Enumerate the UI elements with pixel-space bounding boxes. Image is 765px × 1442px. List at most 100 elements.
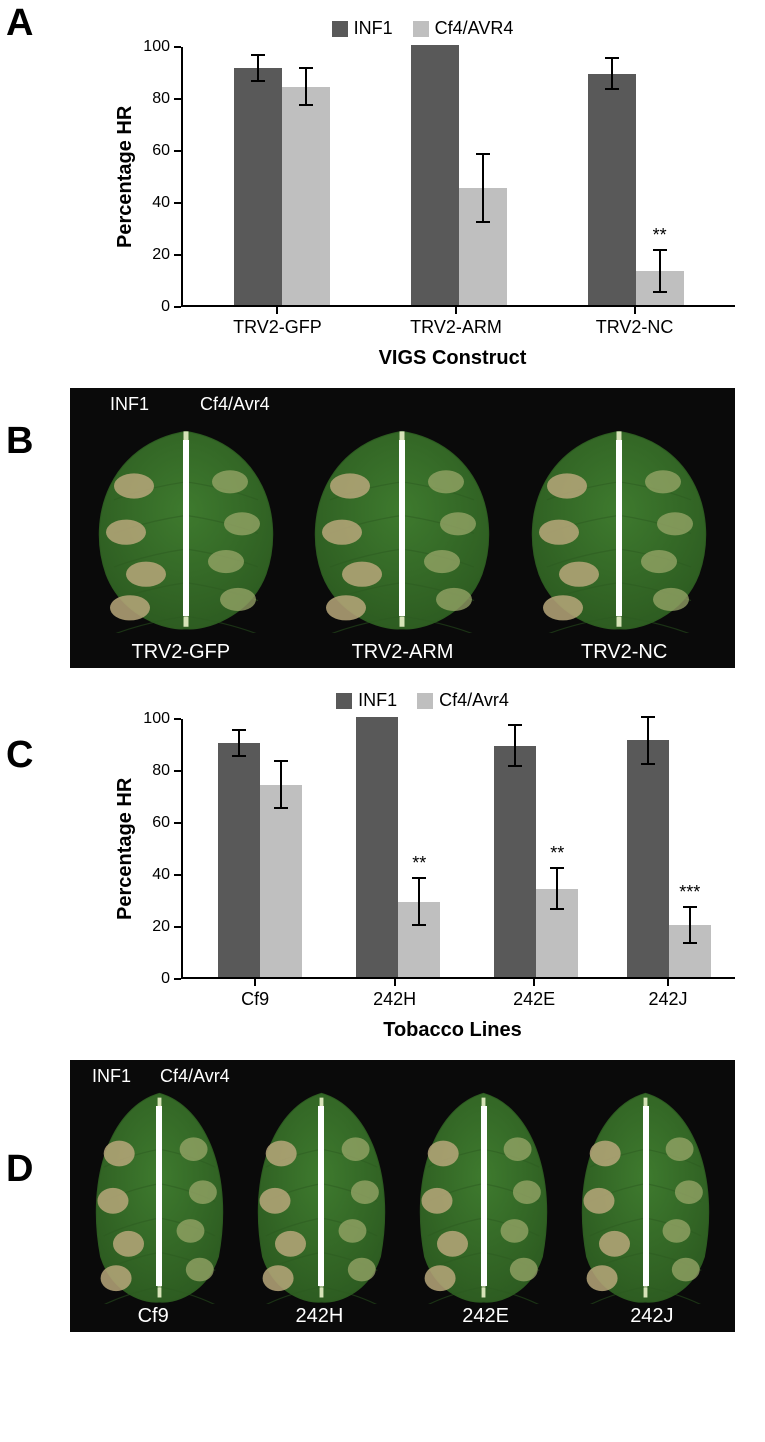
- legend-item: INF1: [336, 690, 397, 711]
- photo-bottom-label: 242H: [295, 1305, 343, 1328]
- error-bar: [257, 55, 259, 81]
- legend-text: INF1: [358, 690, 397, 711]
- leaf-midline: [616, 440, 622, 616]
- y-tick: 100: [143, 38, 181, 56]
- photo-bottom-label: 242E: [462, 1305, 509, 1328]
- x-tick-mark: [394, 979, 396, 986]
- bar: [260, 785, 302, 977]
- y-tick: 80: [152, 762, 181, 780]
- y-axis: 020406080100: [137, 47, 181, 307]
- y-tick: 60: [152, 814, 181, 832]
- legend-swatch-2: [413, 21, 429, 37]
- error-cap: [299, 104, 313, 106]
- panel-c-legend: INF1 Cf4/Avr4: [110, 690, 735, 711]
- error-bar: [238, 730, 240, 756]
- error-cap: [641, 763, 655, 765]
- bar: [282, 87, 330, 305]
- error-cap: [550, 908, 564, 910]
- x-tick-label: Cf9: [241, 989, 269, 1010]
- error-bar: [514, 725, 516, 767]
- bar: [218, 743, 260, 977]
- error-bar: [418, 878, 420, 925]
- error-cap: [412, 877, 426, 879]
- error-bar: [482, 154, 484, 222]
- x-tick-mark: [455, 307, 457, 314]
- bar-group: [218, 743, 302, 977]
- y-tick: 20: [152, 246, 181, 264]
- error-cap: [274, 807, 288, 809]
- x-tick-label: TRV2-ARM: [410, 317, 502, 338]
- legend-item: INF1: [332, 18, 393, 39]
- photo-bottom-label: Cf9: [138, 1305, 169, 1328]
- photo-bottom-label: 242J: [630, 1305, 673, 1328]
- error-cap: [232, 755, 246, 757]
- error-bar: [611, 58, 613, 89]
- bar: **: [636, 271, 684, 305]
- panel-c-label: C: [6, 734, 33, 777]
- panel-b-label: B: [6, 420, 33, 463]
- bar-group: [411, 45, 507, 305]
- error-cap: [550, 867, 564, 869]
- bar: [411, 45, 459, 305]
- leaf-image: [302, 423, 502, 633]
- legend-text: Cf4/Avr4: [439, 690, 509, 711]
- y-tick: 40: [152, 194, 181, 212]
- photo-bottom-label: TRV2-NC: [581, 641, 667, 664]
- legend-text: Cf4/AVR4: [435, 18, 514, 39]
- error-cap: [605, 88, 619, 90]
- bar: **: [398, 902, 440, 977]
- leaf-midline: [183, 440, 189, 616]
- leaf-midline: [318, 1106, 324, 1287]
- x-tick-labels: Cf9242H242E242J: [177, 979, 735, 1015]
- leaf-midline: [481, 1106, 487, 1287]
- plot-area-a: **: [181, 47, 735, 307]
- legend-swatch-1: [332, 21, 348, 37]
- bar-group: ***: [627, 740, 711, 977]
- y-axis: 020406080100: [137, 719, 181, 979]
- significance-marker: **: [550, 843, 564, 864]
- bar: [627, 740, 669, 977]
- x-tick-mark: [254, 979, 256, 986]
- x-tick-label: 242E: [513, 989, 555, 1010]
- error-cap: [641, 716, 655, 718]
- error-bar: [305, 68, 307, 104]
- error-bar: [659, 250, 661, 292]
- bar: [459, 188, 507, 305]
- error-cap: [412, 924, 426, 926]
- x-tick-label: 242H: [373, 989, 416, 1010]
- error-bar: [280, 761, 282, 808]
- error-bar: [647, 717, 649, 764]
- bar: ***: [669, 925, 711, 977]
- y-tick: 80: [152, 90, 181, 108]
- photo-label-inf1: INF1: [110, 394, 149, 415]
- error-cap: [653, 291, 667, 293]
- error-bar: [556, 868, 558, 910]
- error-cap: [232, 729, 246, 731]
- error-cap: [683, 906, 697, 908]
- leaf-image: [86, 423, 286, 633]
- leaf-image: [519, 423, 719, 633]
- x-tick-label: TRV2-NC: [596, 317, 674, 338]
- x-axis-label: VIGS Construct: [170, 347, 735, 370]
- legend-swatch-2: [417, 693, 433, 709]
- leaf-image: [406, 1089, 561, 1304]
- error-cap: [683, 942, 697, 944]
- photo-label-inf1: INF1: [92, 1066, 131, 1087]
- significance-marker: ***: [679, 882, 700, 903]
- legend-text: INF1: [354, 18, 393, 39]
- leaf-midline: [643, 1106, 649, 1287]
- y-tick: 100: [143, 710, 181, 728]
- leaf-image: [568, 1089, 723, 1304]
- error-bar: [689, 907, 691, 943]
- panel-c-chart: INF1 Cf4/Avr4 Percentage HR 020406080100…: [110, 668, 735, 1042]
- error-cap: [251, 80, 265, 82]
- legend-item: Cf4/Avr4: [417, 690, 509, 711]
- bar: [494, 746, 536, 977]
- bar: [588, 74, 636, 305]
- error-cap: [274, 760, 288, 762]
- leaf-midline: [399, 440, 405, 616]
- x-tick-mark: [667, 979, 669, 986]
- x-tick-mark: [533, 979, 535, 986]
- plot-area-c: *******: [181, 719, 735, 979]
- y-axis-label: Percentage HR: [110, 47, 137, 307]
